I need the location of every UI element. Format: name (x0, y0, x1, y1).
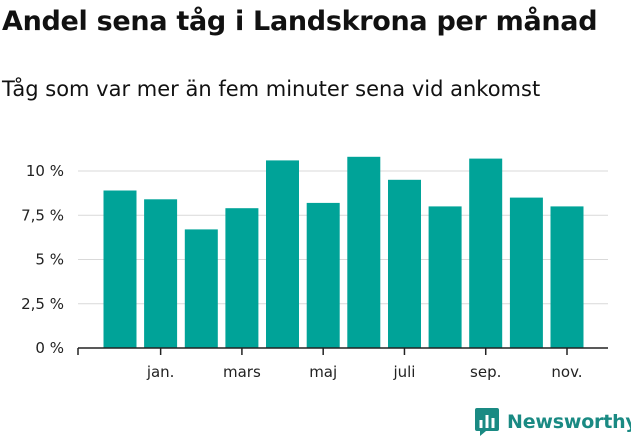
x-tick-label: nov. (551, 363, 582, 381)
bar-juli (388, 179, 421, 348)
x-tick-label: sep. (470, 363, 501, 381)
y-tick-label: 0 % (35, 339, 64, 357)
y-tick-label: 10 % (26, 162, 64, 180)
bar-jan (144, 199, 178, 348)
x-tick-label: maj (309, 363, 337, 381)
x-tick-label: jan. (146, 363, 175, 381)
bar-feb (184, 229, 218, 348)
newsworthy-logo: Newsworthy (474, 406, 631, 438)
chart-title: Andel sena tåg i Landskrona per månad (2, 6, 598, 37)
brand-name: Newsworthy (507, 411, 631, 433)
bar-juni (347, 156, 381, 348)
chart-subtitle: Tåg som var mer än fem minuter sena vid … (2, 77, 541, 101)
y-tick-label: 5 % (35, 251, 64, 269)
y-tick-label: 2,5 % (21, 295, 64, 313)
bar-dec (103, 190, 137, 348)
bar-maj (306, 202, 340, 348)
bar-sep (469, 158, 503, 348)
x-tick-label: mars (223, 363, 261, 381)
bar-okt (509, 197, 543, 348)
x-tick-label: juli (392, 363, 415, 381)
bar-aug (428, 206, 462, 348)
bar-nov (550, 206, 584, 348)
y-tick-label: 7,5 % (21, 206, 64, 224)
bar-mars (225, 208, 259, 348)
bar-april (266, 160, 299, 348)
newsworthy-icon (475, 408, 499, 436)
